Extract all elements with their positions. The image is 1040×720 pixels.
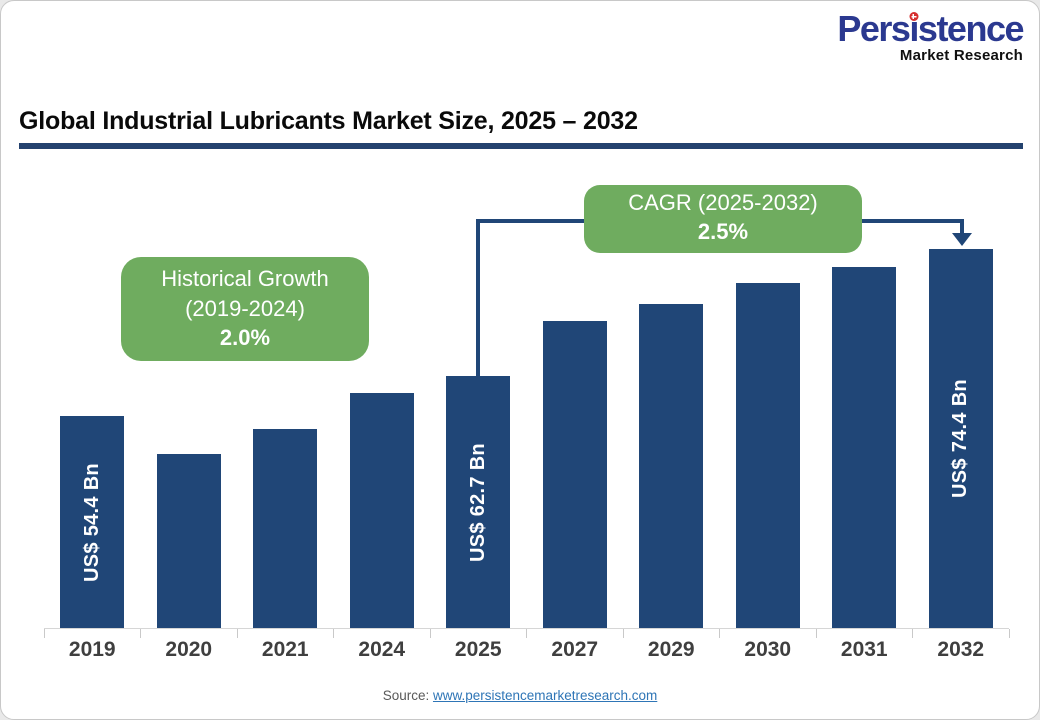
historical-growth-line2: (2019-2024) <box>185 295 305 321</box>
source-line: Source: www.persistencemarketresearch.co… <box>1 688 1039 703</box>
bar-value-label-2025: US$ 62.7 Bn <box>466 442 489 562</box>
x-axis-tick <box>43 629 45 638</box>
x-axis-label-2027: 2027 <box>551 638 599 661</box>
plot-area: US$ 54.4 Bn US$ 62.7 Bn US$ 74.4 Bn <box>43 161 1010 638</box>
bar-2025: US$ 62.7 Bn <box>446 376 511 628</box>
bar-value-label-2032: US$ 74.4 Bn <box>949 379 972 498</box>
bar-2020 <box>156 454 221 628</box>
cagr-callout: CAGR (2025-2032) 2.5% <box>584 185 862 253</box>
logo-text-before-i: Pers <box>837 8 911 49</box>
x-axis-label-2019: 2019 <box>68 638 116 661</box>
bar-2031 <box>832 267 897 628</box>
cagr-value: 2.5% <box>697 218 749 244</box>
x-axis-tick <box>622 629 624 638</box>
x-axis-tick <box>1008 629 1010 638</box>
x-axis-label-2024: 2024 <box>358 638 406 661</box>
historical-growth-value: 2.0% <box>219 325 271 351</box>
logo: Persıstence Market Research <box>837 8 1025 64</box>
x-axis-tick <box>526 629 527 638</box>
x-axis-tick <box>333 629 334 638</box>
bar-value-label-2019: US$ 54.4 Bn <box>80 462 103 582</box>
bar-2029 <box>639 304 704 628</box>
logo-subtitle: Market Research <box>899 47 1023 64</box>
x-axis-label-2030: 2030 <box>744 638 792 661</box>
page-title: Global Industrial Lubricants Market Size… <box>19 107 638 135</box>
source-link[interactable]: www.persistencemarketresearch.com <box>432 688 658 703</box>
bar-2027 <box>542 321 607 628</box>
cagr-line1: CAGR (2025-2032) <box>628 190 818 215</box>
x-axis-label-2020: 2020 <box>165 638 213 661</box>
logo-text-after-i: stence <box>917 8 1025 49</box>
bar-2030 <box>735 283 800 628</box>
x-axis-tick <box>140 629 141 638</box>
cagr-connector-vertical-left <box>476 219 480 377</box>
x-axis-tick <box>429 629 431 638</box>
logo-wordmark: Persıstence <box>837 8 1025 49</box>
source-label: Source: <box>382 688 433 703</box>
arrow-down-icon <box>952 233 972 246</box>
x-axis-label-2025: 2025 <box>454 638 502 661</box>
x-axis-tick <box>912 629 913 638</box>
cagr-connector-vertical-right <box>960 219 964 235</box>
title-underline <box>19 143 1023 149</box>
bar-2032: US$ 74.4 Bn <box>928 249 993 628</box>
x-axis-label-2021: 2021 <box>261 638 309 661</box>
x-axis-label-2031: 2031 <box>840 638 888 661</box>
logo-red-dot-i-icon: ı <box>909 8 919 49</box>
bar-2021 <box>253 429 318 628</box>
x-axis-label-2029: 2029 <box>647 638 695 661</box>
x-axis-line <box>44 628 1009 629</box>
x-axis-tick <box>719 629 720 638</box>
x-axis-label-2032: 2032 <box>937 638 985 661</box>
bar-2019: US$ 54.4 Bn <box>60 416 125 628</box>
bar-2024 <box>349 393 414 628</box>
x-axis-tick <box>815 629 817 638</box>
historical-growth-callout: Historical Growth (2019-2024) 2.0% <box>121 257 369 361</box>
historical-growth-line1: Historical Growth <box>161 266 329 291</box>
x-axis-tick <box>236 629 238 638</box>
